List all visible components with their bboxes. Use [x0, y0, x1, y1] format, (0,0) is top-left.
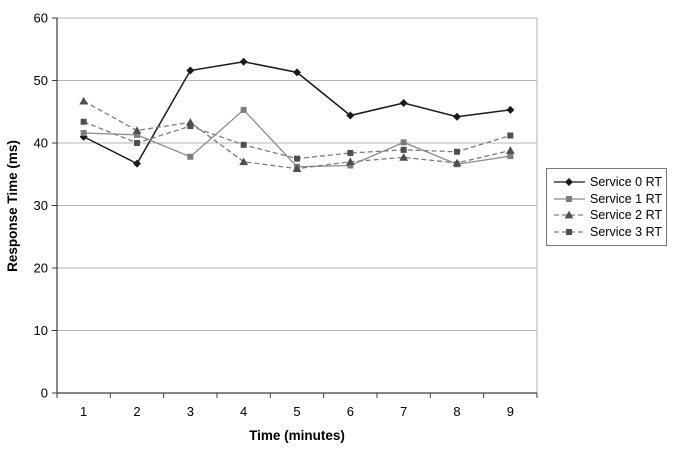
y-tick-label: 40	[34, 136, 48, 151]
legend-item-1: Service 1 RT	[554, 191, 663, 208]
x-tick-label: 1	[80, 404, 87, 419]
x-tick-label: 5	[293, 404, 300, 419]
x-tick-label: 8	[453, 404, 460, 419]
y-tick-label: 50	[34, 73, 48, 88]
x-tick-label: 6	[347, 404, 354, 419]
x-tick-label: 4	[240, 404, 247, 419]
legend-label: Service 0 RT	[590, 175, 663, 190]
x-tick-label: 2	[133, 404, 140, 419]
y-tick-label: 0	[41, 386, 48, 401]
legend-label: Service 2 RT	[590, 208, 663, 223]
x-tick-label: 7	[400, 404, 407, 419]
legend-label: Service 1 RT	[590, 191, 663, 206]
series-3	[80, 118, 514, 162]
legend-swatch-square-icon	[554, 195, 585, 202]
legend-swatch-triangle-icon	[554, 211, 585, 219]
y-tick-label: 60	[34, 11, 48, 26]
legend-label: Service 3 RT	[590, 224, 663, 239]
legend-item-0: Service 0 RT	[554, 174, 663, 191]
legend-item-2: Service 2 RT	[554, 207, 663, 224]
data-series	[79, 57, 515, 173]
tick-labels: 0 10 20 30 40 50 60 1 2 3 4 5 6 7 8 9	[34, 11, 514, 420]
y-tick-label: 10	[34, 323, 48, 338]
y-tick-label: 30	[34, 198, 48, 213]
y-tick-label: 20	[34, 261, 48, 276]
x-axis-title: Time (minutes)	[249, 428, 345, 443]
legend-item-3: Service 3 RT	[554, 224, 663, 241]
axes	[52, 17, 538, 398]
legend: Service 0 RT Service 1 RT Service 2 RT Serv…	[546, 168, 667, 246]
legend-swatch-diamond-icon	[554, 178, 585, 187]
x-tick-label: 9	[507, 404, 514, 419]
series-0	[79, 57, 515, 168]
x-tick-label: 3	[187, 404, 194, 419]
legend-swatch-square-icon	[554, 228, 585, 235]
y-axis-title: Response Time (ms)	[5, 140, 20, 272]
